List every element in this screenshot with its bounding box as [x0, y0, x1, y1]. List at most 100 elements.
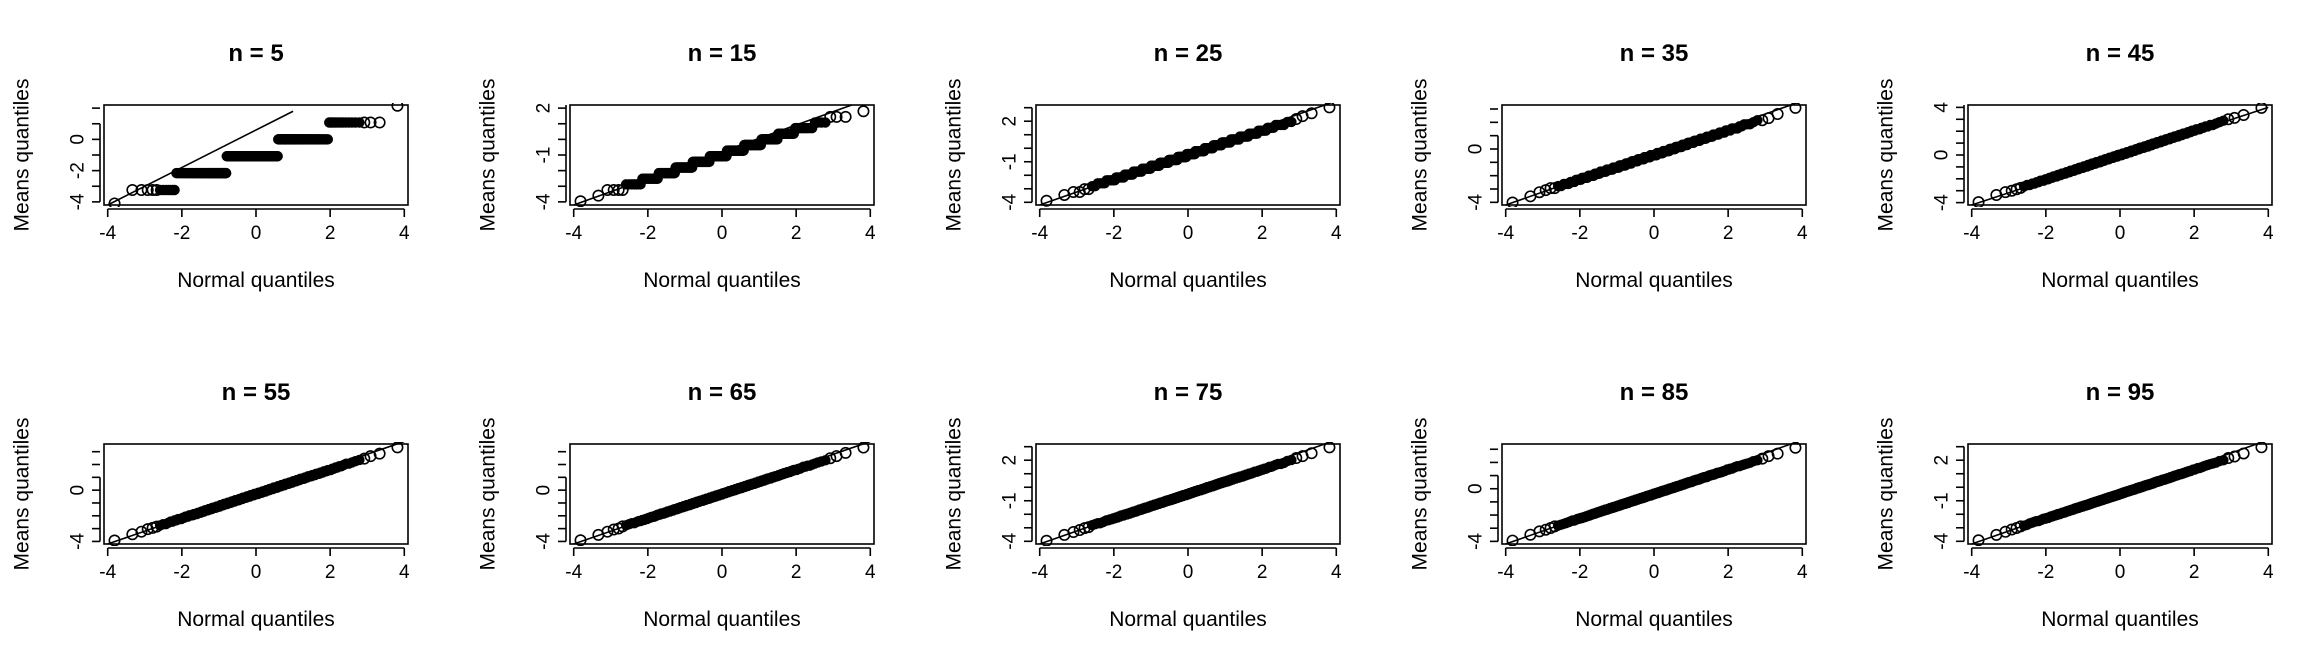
- y-tick-label: 0: [68, 134, 89, 145]
- y-tick-label: 0: [1466, 483, 1487, 494]
- y-tick-label: 0: [68, 485, 89, 496]
- y-tick-label: 0: [1466, 144, 1487, 155]
- qq-reference-line: [573, 104, 853, 206]
- plot-frame: [1501, 443, 1807, 545]
- x-tick-label: 4: [2263, 223, 2274, 244]
- plot-frame: [1035, 443, 1341, 545]
- qq-point: [824, 452, 837, 465]
- plot-frame: [103, 104, 409, 206]
- panel-title: n = 75: [1154, 379, 1223, 406]
- y-tick-label: -4: [68, 193, 89, 210]
- qq-point: [1533, 525, 1546, 538]
- qq-point: [1533, 186, 1546, 199]
- y-tick-label: -1: [1000, 153, 1021, 170]
- qq-point: [1067, 525, 1080, 538]
- qq-point: [820, 117, 831, 128]
- y-tick-label: 2: [1000, 116, 1021, 127]
- qq-point: [2237, 109, 2250, 122]
- qq-panel-n45: n = 45 -4 -2 0 2 4 -4 0 4 Normal quantiles Means q…: [1875, 40, 2275, 292]
- qq-reference-line: [1971, 442, 2265, 545]
- x-tick-label: -4: [1031, 562, 1048, 583]
- qq-points: [574, 105, 870, 207]
- y-tick-label: -1: [1000, 492, 1021, 509]
- qq-reference-line: [1505, 103, 1800, 206]
- qq-panel-n95: n = 95 -4 -2 0 2 4 -4 -1 2 Normal quantiles Means …: [1875, 379, 2275, 631]
- x-tick-label: -2: [2037, 562, 2054, 583]
- x-tick-label: -2: [1571, 223, 1588, 244]
- y-axis-title: Means quantiles: [1875, 418, 1898, 571]
- plot-frame: [1501, 104, 1807, 206]
- qq-point: [358, 116, 371, 129]
- y-tick-label: 0: [534, 485, 555, 496]
- plot-frame: [103, 443, 409, 545]
- qq-points: [1506, 103, 1802, 207]
- panel-title: n = 45: [2086, 40, 2155, 67]
- x-axis-title: Normal quantiles: [643, 269, 801, 292]
- y-tick-label: -4: [534, 193, 555, 210]
- qq-panel-n35: n = 35 -4 -2 0 2 4 -4 0 Normal quantiles Means qu…: [1409, 40, 1809, 292]
- y-tick-label: 4: [1932, 102, 1953, 113]
- y-tick-label: -4: [1466, 532, 1487, 549]
- panel-title: n = 55: [222, 379, 291, 406]
- plot-frame: [1967, 443, 2273, 545]
- qq-point: [1506, 196, 1519, 207]
- y-axis-title: Means quantiles: [11, 79, 34, 232]
- y-axis-title: Means quantiles: [1875, 79, 1898, 232]
- qq-reference-line: [107, 110, 294, 206]
- plot-frame: [569, 104, 875, 206]
- qq-reference-line: [1505, 442, 1800, 545]
- x-axis-title: Normal quantiles: [1575, 608, 1733, 631]
- qq-point: [364, 116, 377, 129]
- x-tick-label: 4: [2263, 562, 2274, 583]
- x-tick-label: 2: [791, 562, 802, 583]
- x-tick-label: 2: [1257, 562, 1268, 583]
- x-tick-label: -2: [1105, 223, 1122, 244]
- x-tick-label: 4: [865, 223, 876, 244]
- x-tick-label: 0: [1183, 562, 1194, 583]
- y-axis-title: Means quantiles: [943, 79, 966, 232]
- qq-point: [839, 446, 852, 459]
- qq-panel-n65: n = 65 -4 -2 0 2 4 -4 0 Normal quantiles Means qu…: [477, 379, 877, 631]
- x-tick-label: -4: [565, 562, 582, 583]
- x-tick-label: -4: [1963, 223, 1980, 244]
- qq-reference-line: [573, 442, 871, 545]
- qq-point: [373, 116, 386, 129]
- x-tick-label: 2: [1257, 223, 1268, 244]
- qq-points: [1040, 103, 1336, 207]
- x-tick-label: -2: [1571, 562, 1588, 583]
- x-tick-label: -4: [1497, 223, 1514, 244]
- qq-points: [1972, 103, 2268, 207]
- qq-point: [601, 525, 614, 538]
- qq-point: [169, 184, 180, 196]
- plot-frame: [1035, 104, 1341, 206]
- qq-point: [592, 189, 605, 202]
- y-axis-title: Means quantiles: [11, 418, 34, 571]
- qq-point: [1290, 113, 1303, 126]
- x-axis-title: Normal quantiles: [1575, 269, 1733, 292]
- qq-point: [1789, 103, 1802, 114]
- qq-point: [1305, 107, 1318, 120]
- x-tick-label: 2: [791, 223, 802, 244]
- y-tick-label: 2: [1932, 455, 1953, 466]
- qq-points: [1040, 442, 1336, 546]
- x-tick-label: 4: [1797, 562, 1808, 583]
- qq-point: [1999, 525, 2012, 538]
- qq-points: [1506, 442, 1802, 546]
- x-tick-label: -4: [99, 223, 116, 244]
- x-tick-label: 4: [1797, 223, 1808, 244]
- y-tick-label: -1: [1932, 492, 1953, 509]
- y-tick-label: -4: [1466, 193, 1487, 210]
- qq-point: [824, 110, 837, 123]
- y-axis-title: Means quantiles: [477, 79, 500, 232]
- panel-title: n = 25: [1154, 40, 1223, 67]
- qq-point: [857, 105, 870, 118]
- y-tick-label: -4: [1932, 532, 1953, 549]
- x-tick-label: -4: [1031, 223, 1048, 244]
- qq-points: [108, 103, 404, 207]
- qq-point: [391, 103, 404, 112]
- plot-frame: [569, 443, 875, 545]
- x-axis-title: Normal quantiles: [1109, 269, 1267, 292]
- x-tick-label: 0: [1649, 562, 1660, 583]
- plot-frame: [1967, 104, 2273, 206]
